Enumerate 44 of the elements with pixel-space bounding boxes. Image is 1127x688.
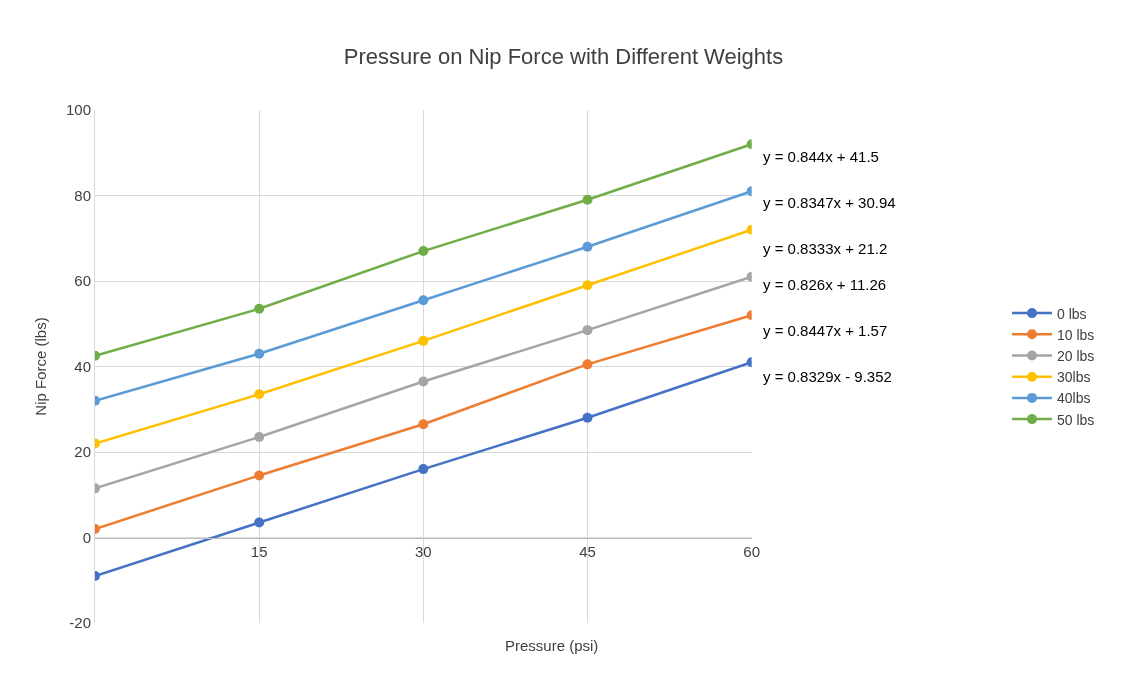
legend-label: 0 lbs xyxy=(1057,305,1087,322)
point xyxy=(418,246,429,257)
point xyxy=(582,280,593,291)
point xyxy=(582,359,593,370)
point xyxy=(418,376,429,387)
y-tick-label: 80 xyxy=(74,186,91,204)
point xyxy=(582,412,593,423)
x-tick-label: 15 xyxy=(250,542,268,560)
x-tick-label: 45 xyxy=(579,542,596,560)
point xyxy=(418,464,429,475)
point xyxy=(582,241,593,252)
y-tick-label: 100 xyxy=(65,101,91,119)
point xyxy=(254,389,265,400)
point xyxy=(418,295,429,306)
text: y = 0.826x + 11.26 xyxy=(763,276,887,293)
legend-label: 50 lbs xyxy=(1057,411,1095,428)
legend-label: 40lbs xyxy=(1057,390,1091,407)
legend-label: 20 lbs xyxy=(1057,347,1095,364)
point xyxy=(254,470,265,481)
x-tick-label: 60 xyxy=(743,542,760,560)
legend-label: 10 lbs xyxy=(1057,326,1095,343)
y-axis-title: Nip Force (lbs) xyxy=(32,317,50,416)
y-tick-label: -20 xyxy=(69,614,91,632)
chart-title: Pressure on Nip Force with Different Weights xyxy=(343,43,784,69)
text: y = 0.8347x + 30.94 xyxy=(763,194,896,211)
text: y = 0.844x + 41.5 xyxy=(763,148,879,165)
text: y = 0.8329x - 9.352 xyxy=(763,368,892,385)
text: y = 0.8333x + 21.2 xyxy=(763,240,888,257)
y-tick-label: 40 xyxy=(74,357,91,375)
y-tick-label: 60 xyxy=(74,272,91,290)
point xyxy=(418,419,429,430)
point xyxy=(254,348,265,359)
point xyxy=(582,194,593,205)
point xyxy=(254,517,265,528)
text: y = 0.8447x + 1.57 xyxy=(763,322,888,339)
legend-label: 30lbs xyxy=(1057,369,1091,386)
y-tick-label: 20 xyxy=(74,443,91,461)
point xyxy=(418,335,429,346)
point xyxy=(582,325,593,336)
x-tick-label: 30 xyxy=(414,542,432,560)
y-tick-label: 0 xyxy=(82,528,91,546)
point xyxy=(254,432,265,443)
point xyxy=(254,303,265,314)
x-axis-title: Pressure (psi) xyxy=(505,637,599,654)
